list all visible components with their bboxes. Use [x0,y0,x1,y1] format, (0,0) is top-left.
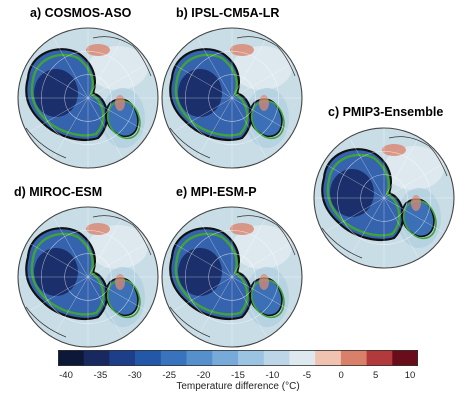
globe-c [313,127,455,269]
panel-a-title: a) COSMOS-ASO [30,6,132,20]
colorbar-tick-label: -40 [59,370,73,381]
colorbar-swatch [212,350,239,366]
colorbar-tick-label: -30 [128,370,142,381]
colorbar-tick-label: -20 [197,370,211,381]
colorbar-svg: -40 -35 -30 -25 -20 -15 -10 -5 0 5 10 [58,350,419,381]
colorbar-tick-label: 5 [373,370,378,381]
colorbar-label: Temperature difference (°C) [176,381,300,392]
colorbar-swatch [160,350,187,366]
colorbar-swatch [392,350,419,366]
colorbar-tick-label: -15 [231,370,245,381]
colorbar-swatch [340,350,367,366]
globe-e [161,206,303,348]
panel-e-title: e) MPI-ESM-P [176,185,257,199]
globe-d [17,206,159,348]
colorbar-tick-label: -5 [303,370,311,381]
colorbar: -40 -35 -30 -25 -20 -15 -10 -5 0 5 10 Temperature … [58,350,419,400]
colorbar-tick-label: 0 [339,370,344,381]
colorbar-tick-label: -25 [162,370,176,381]
panel-d-title: d) MIROC-ESM [14,185,103,199]
colorbar-swatch [315,350,342,366]
colorbar-swatch [238,350,265,366]
colorbar-swatch [58,350,85,366]
colorbar-tick-label: -10 [266,370,280,381]
colorbar-swatch [289,350,316,366]
colorbar-tick-label: -35 [94,370,108,381]
globe-b [161,27,303,169]
colorbar-swatch [366,350,393,366]
colorbar-swatch [109,350,136,366]
colorbar-swatch [135,350,162,366]
colorbar-swatch [263,350,290,366]
globe-a [17,27,159,169]
colorbar-tick-label: 10 [405,370,416,381]
panel-c-title: c) PMIP3-Ensemble [328,105,444,119]
panel-b-title: b) IPSL-CM5A-LR [176,6,280,20]
colorbar-swatch [186,350,213,366]
colorbar-swatch [83,350,110,366]
